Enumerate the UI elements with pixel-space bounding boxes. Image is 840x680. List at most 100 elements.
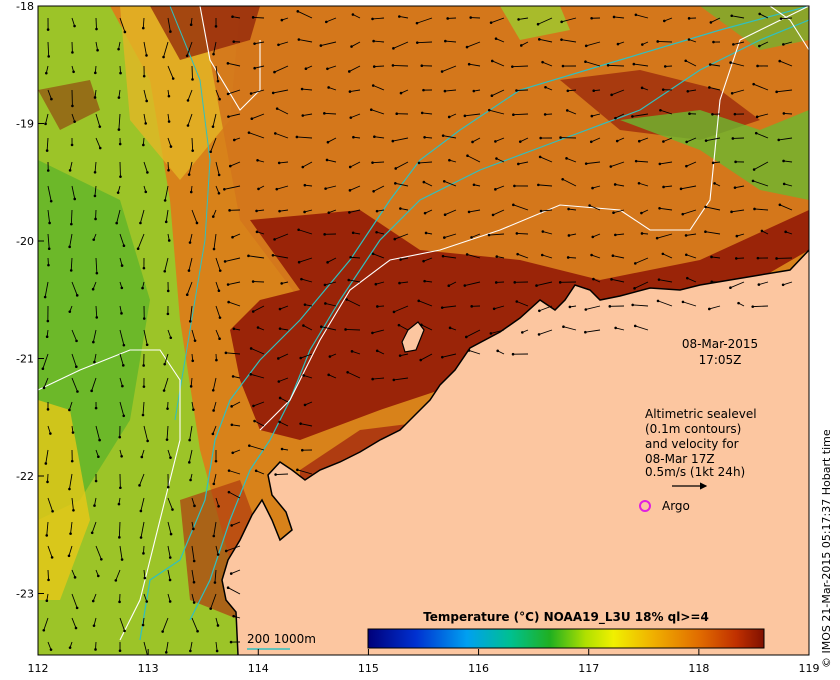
velocity-vector xyxy=(225,352,241,355)
velocity-vector xyxy=(191,497,195,506)
velocity-vector-head xyxy=(168,578,172,582)
velocity-vector xyxy=(657,41,673,43)
velocity-vector-head xyxy=(68,245,71,249)
velocity-vector-head xyxy=(326,140,330,144)
velocity-vector-head xyxy=(779,17,783,20)
velocity-vector-head xyxy=(540,253,544,257)
velocity-vector-head xyxy=(217,191,221,195)
velocity-vector xyxy=(350,161,361,168)
velocity-vector xyxy=(562,178,577,187)
velocity-vector xyxy=(325,303,337,307)
velocity-vector xyxy=(167,17,171,32)
velocity-vector-head xyxy=(711,161,715,165)
colorbar xyxy=(367,628,765,649)
velocity-vector xyxy=(349,65,361,72)
velocity-vector xyxy=(638,182,649,187)
velocity-vector xyxy=(45,113,49,124)
velocity-vector xyxy=(250,89,265,94)
velocity-vector xyxy=(212,377,217,391)
velocity-vector-head xyxy=(756,256,760,260)
velocity-vector-head xyxy=(248,444,251,447)
velocity-vector-head xyxy=(494,140,497,143)
velocity-vector xyxy=(495,38,505,43)
velocity-vector-head xyxy=(491,213,495,217)
velocity-vector-head xyxy=(189,23,193,27)
velocity-vector xyxy=(47,569,49,580)
velocity-vector-head xyxy=(663,19,666,23)
velocity-vector xyxy=(249,445,265,451)
velocity-vector-head xyxy=(398,354,402,357)
velocity-vector-head xyxy=(708,86,711,89)
velocity-vector-head xyxy=(472,89,476,93)
velocity-vector-head xyxy=(467,349,471,352)
velocity-vector xyxy=(167,545,171,558)
velocity-vector xyxy=(273,89,289,94)
velocity-vector xyxy=(466,329,481,338)
velocity-vector xyxy=(70,521,73,534)
velocity-vector xyxy=(298,257,313,263)
velocity-vector xyxy=(95,305,98,318)
velocity-vector-head xyxy=(218,316,222,319)
velocity-vector-head xyxy=(120,455,123,458)
velocity-vector-head xyxy=(608,305,612,308)
lon-tick-label: 119 xyxy=(799,662,820,675)
velocity-vector-head xyxy=(277,380,281,383)
velocity-vector-head xyxy=(188,319,192,323)
velocity-vector xyxy=(228,491,241,499)
velocity-vector-head xyxy=(46,480,49,484)
velocity-vector-head xyxy=(211,389,215,392)
velocity-vector xyxy=(116,209,121,224)
velocity-vector-head xyxy=(732,43,735,46)
velocity-vector xyxy=(615,184,625,187)
velocity-vector-head xyxy=(94,479,98,483)
velocity-vector xyxy=(71,377,78,392)
velocity-vector xyxy=(442,353,457,358)
velocity-vector-head xyxy=(424,231,428,235)
velocity-vector xyxy=(119,329,125,346)
velocity-vector-head xyxy=(163,269,167,273)
velocity-vector-head xyxy=(192,559,196,563)
velocity-vector-head xyxy=(141,623,145,627)
velocity-vector-head xyxy=(301,114,305,117)
velocity-vector-head xyxy=(70,222,73,226)
velocity-vector xyxy=(213,473,217,484)
velocity-vector xyxy=(591,113,601,117)
velocity-vector xyxy=(513,113,529,116)
velocity-vector-head xyxy=(118,142,122,146)
velocity-vector xyxy=(231,424,241,427)
velocity-vector-head xyxy=(391,139,395,143)
velocity-vector xyxy=(662,253,673,259)
velocity-vector xyxy=(191,593,195,603)
credit-text: © IMOS 21-Mar-2015 05:17:37 Hobart time xyxy=(820,429,833,668)
velocity-vector xyxy=(490,17,505,24)
altimetry-legend-line-1: Altimetric sealevel xyxy=(645,407,757,421)
velocity-vector-head xyxy=(192,580,196,584)
velocity-vector-head xyxy=(444,39,447,43)
velocity-vector xyxy=(444,89,457,92)
velocity-vector-head xyxy=(169,532,173,536)
velocity-vector-head xyxy=(209,607,212,610)
velocity-vector xyxy=(633,63,649,67)
velocity-vector-head xyxy=(420,323,423,327)
velocity-vector-head xyxy=(560,38,563,41)
velocity-vector-head xyxy=(196,629,199,633)
velocity-vector xyxy=(213,401,217,411)
velocity-vector xyxy=(187,113,193,126)
velocity-vector xyxy=(189,233,193,243)
velocity-vector-head xyxy=(118,649,122,652)
velocity-vector xyxy=(215,497,220,507)
velocity-vector-head xyxy=(212,534,216,538)
velocity-vector-head xyxy=(760,229,764,233)
velocity-vector-head xyxy=(393,237,397,241)
velocity-vector xyxy=(561,17,577,23)
velocity-vector-head xyxy=(120,312,123,315)
velocity-vector xyxy=(711,256,721,259)
velocity-vector-head xyxy=(496,349,499,353)
velocity-vector-head xyxy=(295,135,299,139)
velocity-vector xyxy=(250,373,265,379)
velocity-vector-head xyxy=(227,115,230,118)
velocity-vector xyxy=(214,569,217,583)
velocity-vector xyxy=(167,329,172,338)
velocity-vector-head xyxy=(663,65,667,68)
velocity-vector-head xyxy=(420,64,424,68)
